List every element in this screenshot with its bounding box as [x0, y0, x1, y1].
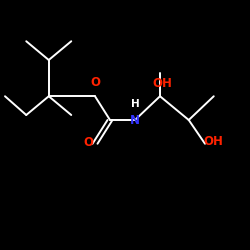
- Text: OH: OH: [152, 77, 172, 90]
- Text: O: O: [84, 136, 94, 149]
- Text: N: N: [130, 114, 140, 126]
- Text: H: H: [130, 99, 140, 109]
- Text: OH: OH: [204, 135, 224, 148]
- Text: O: O: [90, 76, 100, 89]
